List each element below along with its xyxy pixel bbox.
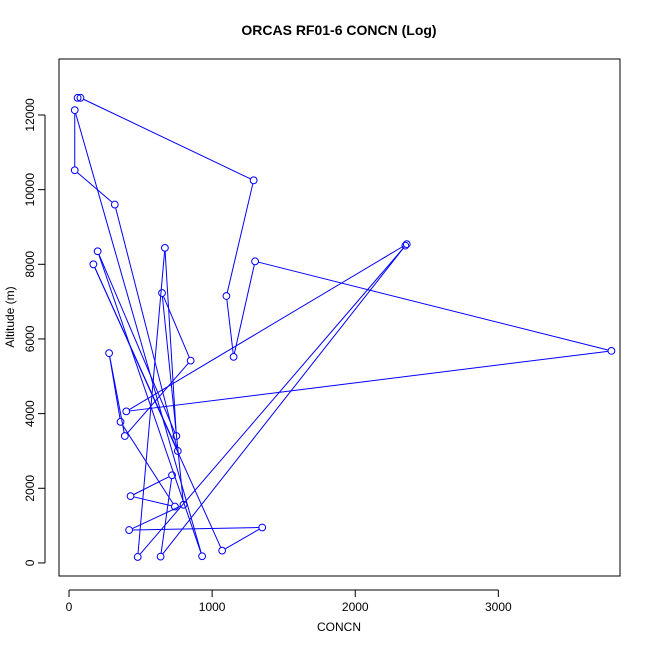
series-line-segment <box>226 299 234 354</box>
data-point <box>125 526 134 534</box>
plot-area <box>58 58 621 577</box>
data-point <box>249 176 258 185</box>
data-point <box>179 500 188 509</box>
y-tick-label: 2000 <box>23 475 37 502</box>
series-line-segment <box>126 362 189 434</box>
series-lines <box>74 98 609 555</box>
data-point <box>401 241 410 250</box>
data-point <box>251 257 259 266</box>
data-point <box>402 240 411 249</box>
data-point <box>198 552 207 561</box>
series-line-segment <box>133 476 170 495</box>
y-tick-label: 10000 <box>23 173 37 207</box>
series-line-segment <box>161 296 184 502</box>
chart-title: ORCAS RF01-6 CONCN (Log) <box>241 22 436 38</box>
series-line-segment <box>122 424 174 504</box>
series-line-segment <box>258 261 609 351</box>
series-line-segment <box>233 264 255 354</box>
data-point <box>171 502 179 511</box>
data-point <box>116 417 125 426</box>
x-tick-label: 3000 <box>485 600 512 614</box>
data-point <box>105 349 113 358</box>
data-point <box>89 260 98 269</box>
series-line-segment <box>137 251 166 554</box>
y-axis: 0 2000 4000 6000 8000 10000 12000 <box>23 98 46 566</box>
data-point <box>133 553 142 561</box>
x-tick-label: 0 <box>66 600 73 614</box>
series-line-segment <box>132 505 181 530</box>
x-axis-label: CONCN <box>317 620 361 634</box>
series-line-segment <box>162 248 404 555</box>
data-point <box>120 432 129 440</box>
series-line-segment <box>225 528 260 550</box>
x-tick-label: 1000 <box>199 600 226 614</box>
y-tick-label: 8000 <box>23 251 37 278</box>
series-line-segment <box>94 267 222 548</box>
series-line-segment <box>83 98 251 180</box>
series-line-segment <box>162 296 190 358</box>
data-point <box>126 492 135 501</box>
data-point <box>186 356 195 365</box>
series-line-segment <box>75 113 202 553</box>
data-point <box>168 471 176 480</box>
series-line-segment <box>132 527 259 531</box>
series-line-segment <box>133 496 172 507</box>
series-line-segment <box>98 254 202 553</box>
data-point <box>172 432 181 440</box>
y-tick-label: 6000 <box>23 325 37 352</box>
data-point <box>158 289 166 297</box>
series-line-segment <box>226 183 254 293</box>
data-point <box>70 166 79 175</box>
data-point <box>173 447 182 455</box>
data-point <box>607 347 616 355</box>
series-line-segment <box>109 356 121 419</box>
series-line-segment <box>77 172 113 203</box>
y-tick-label: 12000 <box>23 98 37 132</box>
data-point <box>73 93 82 102</box>
x-axis: 0 1000 2000 3000 <box>66 589 512 614</box>
y-tick-label: 4000 <box>23 400 37 427</box>
data-point <box>258 523 267 532</box>
data-point <box>229 352 238 361</box>
data-point <box>110 200 119 209</box>
data-point <box>222 292 231 300</box>
series-line-segment <box>98 254 176 433</box>
series-line-segment <box>164 251 177 433</box>
data-point <box>93 247 102 256</box>
series-line-segment <box>139 246 405 555</box>
x-tick-label: 2000 <box>342 600 369 614</box>
data-point <box>218 546 227 555</box>
data-point <box>76 93 85 102</box>
series-line-segment <box>160 478 173 554</box>
data-point <box>70 106 79 115</box>
data-point <box>156 552 165 561</box>
series-line-segment <box>129 350 608 412</box>
data-point <box>122 407 131 416</box>
series-line-segment <box>129 245 404 410</box>
series-line-segment <box>115 207 178 448</box>
data-point <box>161 243 169 252</box>
y-tick-label: 0 <box>23 559 37 566</box>
series-points <box>70 93 616 561</box>
y-axis-label: Altitude (m) <box>3 286 17 347</box>
